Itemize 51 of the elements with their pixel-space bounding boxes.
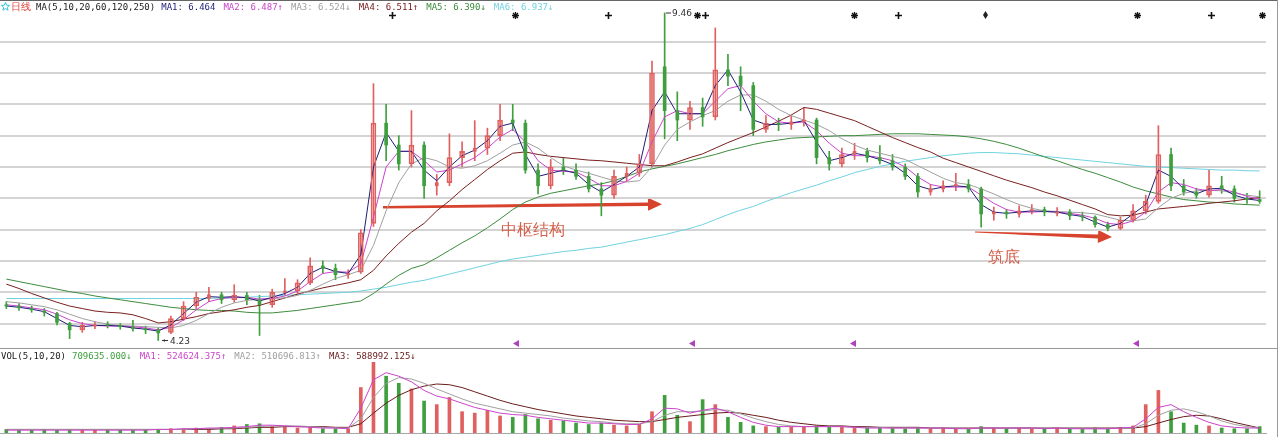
- bar: [726, 417, 730, 433]
- bar: [688, 421, 692, 433]
- bar: [624, 425, 629, 433]
- bar: [827, 426, 832, 433]
- text: MA3: 6.524↓: [291, 2, 351, 13]
- text: MA2: 510696.813↑: [234, 351, 322, 362]
- bar: [472, 412, 477, 433]
- text: MA1: 6.464: [161, 2, 216, 13]
- candlestick: [789, 115, 794, 130]
- bar: [675, 414, 680, 433]
- bar: [422, 400, 426, 433]
- bar: [460, 411, 464, 433]
- annotation: 4.23: [170, 335, 191, 346]
- bar: [612, 424, 616, 433]
- annotation: 中枢结构: [501, 219, 565, 239]
- bar: [536, 418, 540, 433]
- candlestick: [472, 120, 477, 162]
- bar: [574, 422, 578, 433]
- annotation: 9.46: [672, 7, 693, 19]
- bar: [764, 426, 768, 433]
- bar: [586, 424, 591, 433]
- bar: [434, 404, 439, 433]
- chart-title: 日线: [11, 1, 31, 12]
- annotation: 筑底: [988, 246, 1020, 266]
- text: MA6: 6.937↓: [493, 2, 554, 13]
- text: MA5: 6.390↓: [426, 2, 486, 13]
- bar: [283, 426, 287, 433]
- candlestick: [283, 278, 287, 296]
- bar: [510, 417, 515, 433]
- bar: [751, 425, 756, 433]
- text: 709635.000↓: [72, 351, 132, 362]
- text: MA2: 6.487↑: [223, 2, 284, 13]
- bar: [498, 415, 502, 433]
- legend-title: MA(5,10,20,60,120,250): [36, 2, 156, 13]
- candlestick: [118, 323, 123, 330]
- bar: [548, 419, 553, 433]
- bar: [1219, 427, 1224, 433]
- candlestick: [675, 91, 680, 142]
- legend-title: VOL(5,10,20): [1, 351, 67, 362]
- candlestick: [726, 53, 730, 86]
- text: MA4: 6.511↑: [358, 2, 419, 13]
- bar: [1181, 422, 1186, 433]
- bar: [1207, 425, 1211, 433]
- bar: [789, 426, 794, 433]
- text: MA1: 524624.375↑: [139, 351, 227, 362]
- candlestick: [434, 174, 439, 196]
- bar: [384, 375, 388, 433]
- bar: [396, 382, 401, 433]
- bar: [1169, 411, 1173, 433]
- text: MA3: 588992.125↓: [329, 351, 416, 362]
- bar: [840, 426, 844, 433]
